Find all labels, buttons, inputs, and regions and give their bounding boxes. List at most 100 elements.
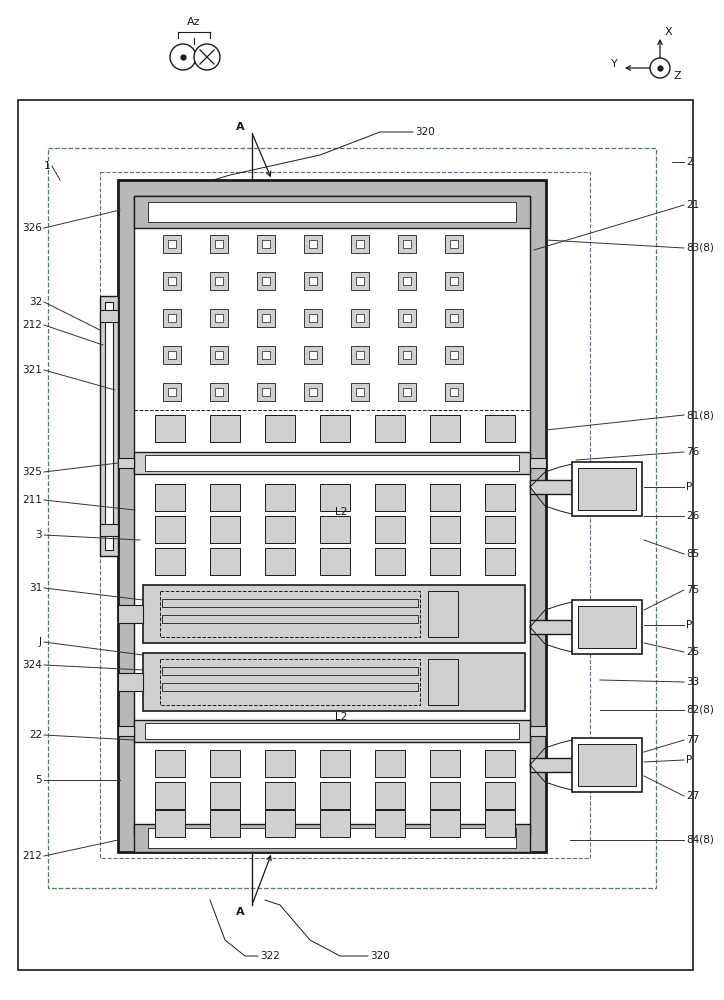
Text: 31: 31 bbox=[29, 583, 42, 593]
Bar bbox=[351, 235, 369, 253]
Bar bbox=[48, 148, 656, 888]
Bar bbox=[134, 452, 530, 474]
Bar bbox=[398, 272, 416, 290]
Text: 33: 33 bbox=[686, 677, 699, 687]
Bar bbox=[375, 750, 405, 777]
Bar bbox=[309, 240, 317, 248]
Bar bbox=[403, 277, 411, 285]
Text: Y: Y bbox=[610, 59, 618, 69]
Bar bbox=[257, 346, 275, 364]
Bar bbox=[262, 388, 270, 396]
Bar bbox=[430, 810, 460, 837]
Bar bbox=[100, 524, 118, 536]
Bar bbox=[262, 240, 270, 248]
Bar bbox=[118, 726, 134, 736]
Bar bbox=[578, 606, 636, 648]
Text: 85: 85 bbox=[686, 549, 699, 559]
Bar bbox=[578, 468, 636, 510]
Bar bbox=[403, 240, 411, 248]
Bar bbox=[445, 272, 463, 290]
Bar bbox=[309, 277, 317, 285]
Bar bbox=[18, 100, 693, 970]
Bar bbox=[430, 484, 460, 511]
Text: J: J bbox=[39, 637, 42, 647]
Bar bbox=[168, 351, 176, 359]
Bar bbox=[450, 351, 458, 359]
Bar bbox=[118, 458, 134, 468]
Bar bbox=[450, 314, 458, 322]
Bar bbox=[351, 309, 369, 327]
Bar bbox=[210, 750, 240, 777]
Text: 32: 32 bbox=[29, 297, 42, 307]
Bar bbox=[148, 828, 516, 848]
Bar bbox=[304, 346, 322, 364]
Bar bbox=[257, 235, 275, 253]
Bar bbox=[398, 309, 416, 327]
Bar bbox=[215, 240, 223, 248]
Bar bbox=[168, 314, 176, 322]
Bar bbox=[320, 548, 350, 575]
Bar bbox=[134, 720, 530, 742]
Bar bbox=[257, 383, 275, 401]
Text: 27: 27 bbox=[686, 791, 699, 801]
Bar bbox=[257, 272, 275, 290]
Bar bbox=[320, 810, 350, 837]
Bar bbox=[162, 667, 418, 675]
Bar bbox=[320, 484, 350, 511]
Bar bbox=[160, 659, 420, 705]
Text: 320: 320 bbox=[415, 127, 434, 137]
Bar bbox=[485, 810, 515, 837]
Bar bbox=[262, 277, 270, 285]
Bar bbox=[485, 516, 515, 543]
Circle shape bbox=[650, 58, 670, 78]
Bar bbox=[578, 744, 636, 786]
Text: 22: 22 bbox=[29, 730, 42, 740]
Bar bbox=[118, 180, 546, 852]
Text: 5: 5 bbox=[35, 775, 42, 785]
Bar bbox=[530, 458, 546, 468]
Bar bbox=[162, 599, 418, 607]
Bar bbox=[162, 683, 418, 691]
Text: 212: 212 bbox=[22, 851, 42, 861]
Bar bbox=[428, 659, 458, 705]
Bar bbox=[375, 516, 405, 543]
Bar bbox=[163, 235, 181, 253]
Bar bbox=[572, 462, 642, 516]
Text: 320: 320 bbox=[370, 951, 390, 961]
Bar bbox=[163, 346, 181, 364]
Bar bbox=[450, 388, 458, 396]
Bar bbox=[485, 548, 515, 575]
Bar bbox=[530, 726, 546, 736]
Bar bbox=[105, 302, 113, 550]
Text: 81(8): 81(8) bbox=[686, 410, 714, 420]
Bar bbox=[155, 782, 185, 809]
Bar bbox=[309, 388, 317, 396]
Text: 1: 1 bbox=[43, 161, 50, 171]
Circle shape bbox=[194, 44, 220, 70]
Bar bbox=[428, 591, 458, 637]
Text: X: X bbox=[665, 27, 673, 37]
Bar bbox=[450, 277, 458, 285]
Text: Z: Z bbox=[674, 71, 681, 81]
Bar bbox=[304, 235, 322, 253]
Bar bbox=[100, 310, 118, 322]
Bar bbox=[445, 235, 463, 253]
Bar bbox=[210, 309, 228, 327]
Text: 212: 212 bbox=[22, 320, 42, 330]
Bar bbox=[262, 351, 270, 359]
Bar bbox=[572, 600, 642, 654]
Bar bbox=[168, 240, 176, 248]
Bar bbox=[375, 484, 405, 511]
Bar bbox=[145, 723, 519, 739]
Bar bbox=[320, 516, 350, 543]
Bar bbox=[445, 309, 463, 327]
Bar bbox=[118, 605, 143, 623]
Bar bbox=[210, 782, 240, 809]
Bar bbox=[210, 272, 228, 290]
Bar bbox=[210, 346, 228, 364]
Text: 82(8): 82(8) bbox=[686, 705, 714, 715]
Bar bbox=[375, 415, 405, 442]
Bar bbox=[155, 415, 185, 442]
Bar bbox=[356, 351, 364, 359]
Text: 76: 76 bbox=[686, 447, 699, 457]
